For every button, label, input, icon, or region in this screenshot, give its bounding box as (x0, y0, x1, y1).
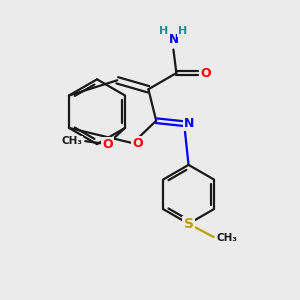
Text: CH₃: CH₃ (217, 233, 238, 244)
Text: N: N (184, 117, 195, 130)
Text: O: O (102, 138, 113, 151)
Text: S: S (184, 217, 194, 231)
Text: N: N (168, 33, 178, 46)
Text: O: O (200, 67, 211, 80)
Text: H: H (178, 26, 188, 36)
Text: CH₃: CH₃ (62, 136, 83, 146)
Text: O: O (132, 137, 142, 150)
Text: H: H (159, 26, 169, 36)
